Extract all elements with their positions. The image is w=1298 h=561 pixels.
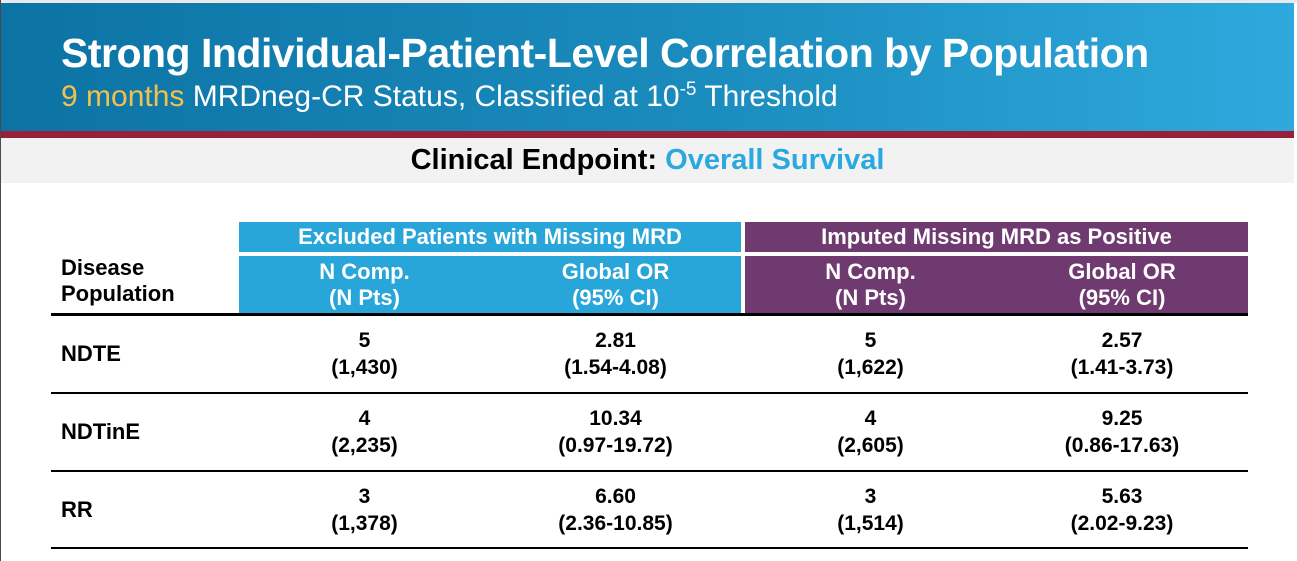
cell-value: 6.60	[595, 484, 636, 508]
row-header-line1: Disease	[61, 255, 145, 280]
subheader-line1: N Comp.	[825, 258, 916, 284]
subheader-line2: (95% CI)	[572, 284, 659, 310]
clinical-endpoint-band: Clinical Endpoint: Overall Survival	[1, 138, 1294, 183]
top-edge-strip	[1, 0, 1297, 3]
cell-rr-excluded-ncomp: 3 (1,378)	[239, 472, 490, 549]
cell-subvalue: (2,235)	[331, 434, 398, 457]
cell-subvalue: (0.86-17.63)	[1064, 434, 1180, 457]
cell-ndte-imputed-ncomp: 5 (1,622)	[745, 316, 996, 394]
subheader-line1: Global OR	[561, 258, 670, 284]
cell-value: 5	[864, 329, 877, 352]
subtitle-text: MRDneg-CR Status, Classified at 10	[184, 80, 680, 113]
group-header-excluded-missing-mrd: Excluded Patients with Missing MRD	[239, 222, 741, 252]
cell-subvalue: (0.97-19.72)	[558, 434, 673, 457]
slide-title: Strong Individual-Patient-Level Correlat…	[61, 30, 1149, 76]
cell-subvalue: (1,430)	[331, 356, 398, 379]
group-gap	[741, 394, 745, 472]
cell-subvalue: (1,378)	[331, 511, 398, 535]
cell-value: 4	[864, 407, 877, 430]
cell-value: 2.81	[595, 329, 636, 352]
cell-ndte-imputed-or: 2.57 (1.41-3.73)	[996, 316, 1248, 394]
group-header-imputed-missing-mrd: Imputed Missing MRD as Positive	[745, 222, 1248, 252]
cell-value: 3	[864, 484, 877, 508]
subheader-globalor-excluded: Global OR (95% CI)	[490, 256, 741, 316]
subheader-line1: N Comp.	[319, 258, 410, 284]
cell-value: 9.25	[1101, 407, 1143, 430]
subheader-line2: (N Pts)	[835, 284, 906, 310]
endpoint-value: Overall Survival	[665, 144, 885, 176]
results-table: Disease Population Excluded Patients wit…	[51, 222, 1248, 549]
subheader-line1: Global OR	[1068, 258, 1176, 284]
row-label-rr: RR	[51, 472, 239, 549]
cell-rr-excluded-or: 6.60 (2.36-10.85)	[490, 472, 741, 549]
group-gap	[741, 472, 745, 549]
cell-subvalue: (2,605)	[837, 434, 904, 457]
cell-value: 4	[358, 407, 371, 430]
subtitle-text-end: Threshold	[696, 80, 838, 113]
cell-subvalue: (2.02-9.23)	[1070, 511, 1174, 535]
row-label-ndtine: NDTinE	[51, 394, 239, 472]
cell-subvalue: (2.36-10.85)	[558, 511, 673, 535]
cell-value: 2.57	[1101, 329, 1143, 352]
cell-ndtine-excluded-or: 10.34 (0.97-19.72)	[490, 394, 741, 472]
cell-ndte-excluded-ncomp: 5 (1,430)	[239, 316, 490, 394]
cell-ndtine-imputed-or: 9.25 (0.86-17.63)	[996, 394, 1248, 472]
endpoint-label: Clinical Endpoint:	[410, 144, 666, 176]
group-gap	[741, 256, 745, 316]
cell-value: 10.34	[589, 407, 642, 430]
row-header-line2: Population	[61, 281, 175, 306]
column-header-disease-population: Disease Population	[51, 222, 239, 316]
cell-ndte-excluded-or: 2.81 (1.54-4.08)	[490, 316, 741, 394]
cell-value: 5.63	[1101, 484, 1143, 508]
cell-ndtine-imputed-ncomp: 4 (2,605)	[745, 394, 996, 472]
cell-value: 3	[358, 484, 371, 508]
subheader-globalor-imputed: Global OR (95% CI)	[996, 256, 1248, 316]
subheader-line2: (N Pts)	[329, 284, 400, 310]
cell-rr-imputed-ncomp: 3 (1,514)	[745, 472, 996, 549]
cell-subvalue: (1.41-3.73)	[1070, 356, 1174, 379]
group-gap	[741, 316, 745, 394]
subtitle-superscript: -5	[679, 79, 697, 100]
subtitle-timepoint: 9 months	[61, 80, 185, 113]
cell-ndtine-excluded-ncomp: 4 (2,235)	[239, 394, 490, 472]
cell-subvalue: (1,622)	[837, 356, 904, 379]
cell-subvalue: (1,514)	[837, 511, 904, 535]
cell-rr-imputed-or: 5.63 (2.02-9.23)	[996, 472, 1248, 549]
slide-subtitle: 9 months MRDneg-CR Status, Classified at…	[61, 80, 1294, 114]
subheader-ncomp-excluded: N Comp. (N Pts)	[239, 256, 490, 316]
row-label-ndte: NDTE	[51, 316, 239, 394]
group-gap	[741, 222, 745, 256]
cell-value: 5	[358, 329, 371, 352]
cell-subvalue: (1.54-4.08)	[564, 356, 667, 379]
title-banner: Strong Individual-Patient-Level Correlat…	[1, 3, 1294, 131]
subheader-line2: (95% CI)	[1078, 284, 1166, 310]
maroon-divider	[1, 131, 1294, 138]
subheader-ncomp-imputed: N Comp. (N Pts)	[745, 256, 996, 316]
